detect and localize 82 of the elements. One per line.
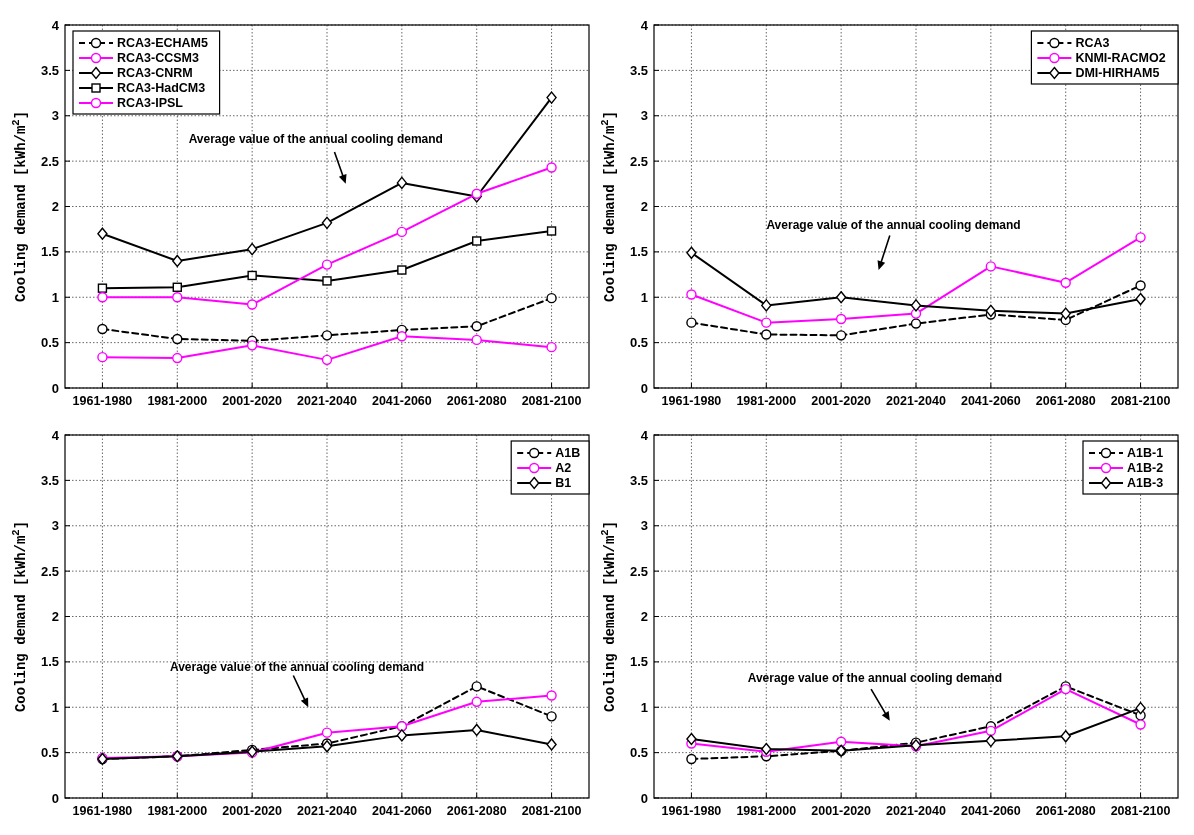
x-tick-label: 2081-2100 xyxy=(521,394,582,408)
y-tick-label: 0 xyxy=(51,790,59,806)
x-tick-label: 2021-2040 xyxy=(886,394,946,408)
y-tick-label: 1 xyxy=(51,699,59,715)
legend-label: A1B-3 xyxy=(1127,476,1164,491)
y-tick-label: 0 xyxy=(640,790,648,806)
y-tick-label: 3 xyxy=(51,108,59,124)
x-tick-label: 1981-2000 xyxy=(147,804,208,818)
legend-label: RCA3-CNRM xyxy=(117,66,193,81)
y-tick-label: 2 xyxy=(51,609,59,625)
x-tick-label: 2001-2020 xyxy=(222,804,283,818)
x-tick-label: 2081-2100 xyxy=(521,804,582,818)
y-tick-label: 3 xyxy=(640,518,648,534)
x-tick-label: 2021-2040 xyxy=(886,804,946,818)
legend-label: A1B-2 xyxy=(1127,461,1164,476)
y-tick-label: 2.5 xyxy=(629,563,648,579)
y-tick-label: 0.5 xyxy=(40,745,59,761)
y-tick-label: 1.5 xyxy=(629,244,648,260)
y-tick-label: 2.5 xyxy=(629,153,648,169)
y-tick-label: 3 xyxy=(51,518,59,534)
y-tick-label: 4 xyxy=(640,427,649,443)
annotation: Average value of the annual cooling demand xyxy=(747,670,1002,685)
x-tick-label: 1961-1980 xyxy=(72,804,133,818)
legend-label: A1B-1 xyxy=(1127,446,1164,461)
y-tick-label: 1 xyxy=(640,289,648,305)
y-tick-label: 0 xyxy=(51,380,59,396)
x-tick-label: 2041-2060 xyxy=(371,394,432,408)
x-tick-label: 1981-2000 xyxy=(736,394,797,408)
legend-label: RCA3-ECHAM5 xyxy=(117,36,209,51)
y-tick-label: 2 xyxy=(640,199,648,215)
annotation: Average value of the annual cooling demand xyxy=(188,131,443,146)
y-tick-label: 4 xyxy=(51,17,60,33)
y-tick-label: 0.5 xyxy=(629,745,648,761)
x-tick-label: 2061-2080 xyxy=(1035,394,1096,408)
y-tick-label: 3 xyxy=(640,108,648,124)
y-tick-label: 3.5 xyxy=(629,472,648,488)
y-tick-label: 2.5 xyxy=(40,153,59,169)
y-tick-label: 4 xyxy=(640,17,649,33)
x-tick-label: 2001-2020 xyxy=(811,804,872,818)
y-tick-label: 2 xyxy=(640,609,648,625)
legend-label: DMI-HIRHAM5 xyxy=(1075,66,1160,81)
y-tick-label: 1.5 xyxy=(629,654,648,670)
x-tick-label: 2041-2060 xyxy=(371,804,432,818)
y-tick-label: 1.5 xyxy=(40,244,59,260)
annotation: Average value of the annual cooling demand xyxy=(169,659,425,674)
y-tick-label: 1.5 xyxy=(40,654,59,670)
y-tick-label: 0.5 xyxy=(40,335,59,351)
y-tick-label: 3.5 xyxy=(629,62,648,78)
y-tick-label: 2.5 xyxy=(40,563,59,579)
x-tick-label: 2061-2080 xyxy=(446,804,507,818)
legend-label: RCA3-HadCM3 xyxy=(117,81,206,96)
legend-label: B1 xyxy=(555,476,572,491)
legend-label: RCA3-CCSM3 xyxy=(117,51,199,66)
x-tick-label: 1981-2000 xyxy=(736,804,797,818)
x-tick-label: 2041-2060 xyxy=(960,394,1021,408)
x-tick-label: 2021-2040 xyxy=(297,394,357,408)
legend-label: RCA3 xyxy=(1075,36,1110,51)
x-tick-label: 2061-2080 xyxy=(1035,804,1096,818)
annotation: Average value of the annual cooling demand xyxy=(766,218,1021,233)
legend-label: A2 xyxy=(555,461,572,476)
x-tick-label: 2001-2020 xyxy=(811,394,872,408)
y-tick-label: 4 xyxy=(51,427,60,443)
legend-label: A1B xyxy=(555,446,581,461)
legend-label: RCA3-IPSL xyxy=(117,96,184,111)
y-tick-label: 1 xyxy=(51,289,59,305)
x-tick-label: 2061-2080 xyxy=(446,394,507,408)
y-tick-label: 3.5 xyxy=(40,62,59,78)
x-tick-label: 2001-2020 xyxy=(222,394,283,408)
x-tick-label: 2021-2040 xyxy=(297,804,357,818)
legend-label: KNMI-RACMO2 xyxy=(1075,51,1166,66)
x-tick-label: 1981-2000 xyxy=(147,394,208,408)
x-tick-label: 2041-2060 xyxy=(960,804,1021,818)
x-tick-label: 1961-1980 xyxy=(72,394,133,408)
y-tick-label: 1 xyxy=(640,699,648,715)
y-tick-label: 3.5 xyxy=(40,472,59,488)
y-tick-label: 0.5 xyxy=(629,335,648,351)
x-tick-label: 1961-1980 xyxy=(661,394,722,408)
x-tick-label: 2081-2100 xyxy=(1110,804,1171,818)
y-tick-label: 0 xyxy=(640,380,648,396)
x-tick-label: 1961-1980 xyxy=(661,804,722,818)
x-tick-label: 2081-2100 xyxy=(1110,394,1171,408)
y-tick-label: 2 xyxy=(51,199,59,215)
